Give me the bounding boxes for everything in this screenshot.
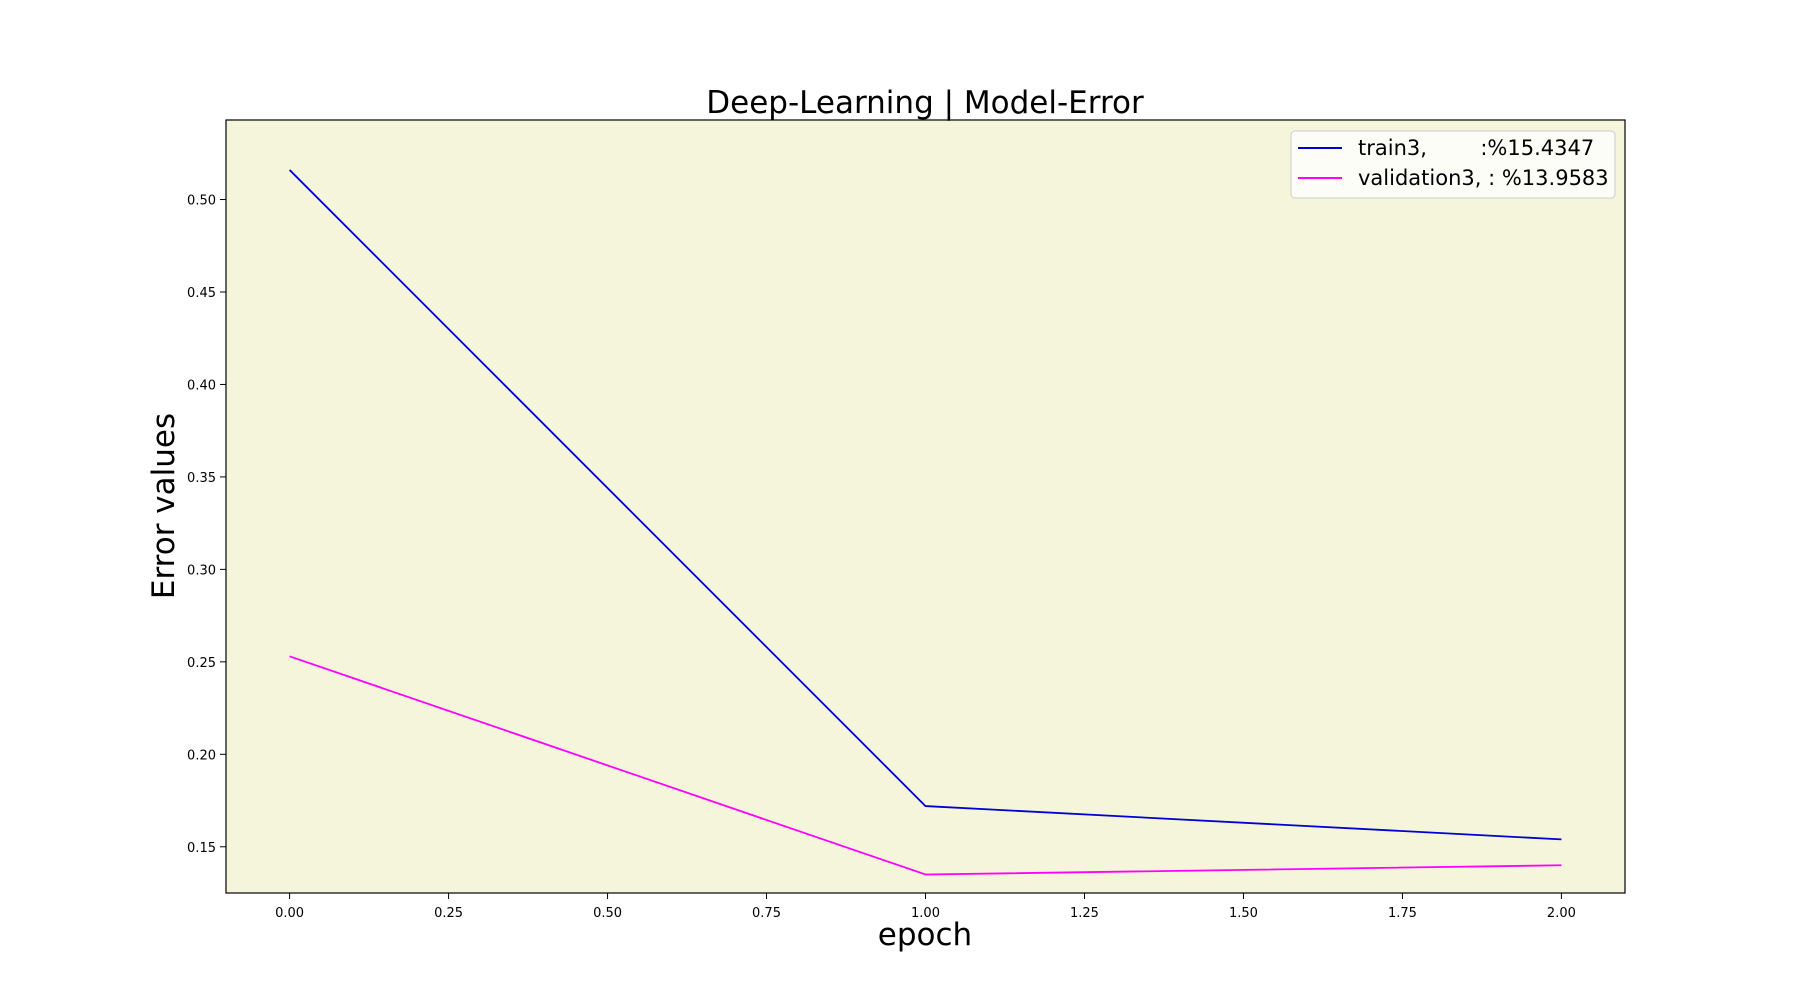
y-tick-label: 0.40 [187,378,216,393]
y-tick-label: 0.45 [187,286,216,301]
x-tick-label: 2.00 [1547,906,1576,921]
series-layer [288,169,1562,876]
y-tick-label: 0.25 [187,656,216,671]
y-axis-label: Error values [146,413,182,599]
legend-label-validation: validation3, : %13.9583 [1358,166,1609,190]
y-tick-label: 0.15 [187,841,216,856]
legend: train3, :%15.4347 validation3, : %13.958… [1290,130,1616,199]
x-tick-label: 1.25 [1070,906,1099,921]
x-tick-label: 1.75 [1388,906,1417,921]
x-tick-label: 0.50 [593,906,622,921]
legend-label-train: train3, :%15.4347 [1358,136,1594,160]
x-tick-label: 0.75 [752,906,781,921]
x-axis-label: epoch [878,917,972,953]
series-line-0 [288,169,1562,841]
x-tick-label: 1.00 [911,906,940,921]
y-tick-label: 0.35 [187,471,216,486]
x-tick-label: 0.00 [275,906,304,921]
x-tick-label: 0.25 [434,906,463,921]
legend-box [1290,130,1616,199]
y-tick-label: 0.50 [187,194,216,209]
chart-title: Deep-Learning | Model-Error [706,85,1144,121]
x-tick-label: 1.50 [1229,906,1258,921]
y-tick-label: 0.20 [187,748,216,763]
plot-area [226,120,1625,893]
series-line-1 [289,655,1562,876]
y-axis-ticks: 0.15 0.20 0.25 0.30 0.35 0.40 0.45 0.50 [187,194,226,856]
y-tick-label: 0.30 [187,563,216,578]
x-axis-ticks: 0.00 0.25 0.50 0.75 1.00 1.25 1.50 1.75 2.00 [275,893,1576,921]
